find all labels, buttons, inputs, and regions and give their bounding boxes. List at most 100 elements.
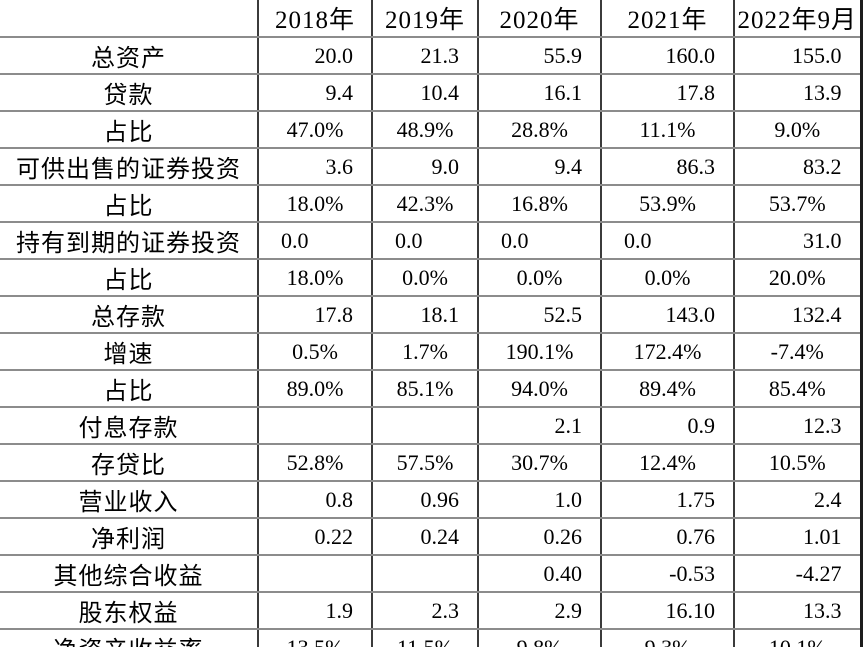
cell: 83.2	[733, 148, 863, 186]
cell: 1.0	[477, 481, 601, 519]
cell: 13.5%	[257, 629, 372, 647]
table-body: 总资产 20.0 21.3 55.9 160.0 155.0 贷款 9.4 10.4 16.1 17…	[0, 37, 863, 647]
cell: 2.9	[477, 592, 601, 630]
cell: 0.26	[477, 518, 601, 556]
cell: -7.4%	[733, 333, 863, 371]
cell: 172.4%	[600, 333, 734, 371]
cell: 9.8%	[477, 629, 601, 647]
cell: 0.22	[257, 518, 372, 556]
cell: 18.1	[371, 296, 478, 334]
cell: 0.0	[371, 222, 478, 260]
cell: 10.4	[371, 74, 478, 112]
row-label: 可供出售的证券投资	[0, 148, 258, 186]
cell: 11.5%	[371, 629, 478, 647]
cell: 0.0%	[477, 259, 601, 297]
cell: 190.1%	[477, 333, 601, 371]
cell: 12.3	[733, 407, 863, 445]
year-header-2019: 2019年	[371, 0, 478, 38]
table-row: 营业收入 0.8 0.96 1.0 1.75 2.4	[0, 481, 863, 519]
cell: 28.8%	[477, 111, 601, 149]
cell: 20.0%	[733, 259, 863, 297]
row-label: 增速	[0, 333, 258, 371]
cell: 0.0	[257, 222, 372, 260]
row-label: 付息存款	[0, 407, 258, 445]
row-label: 持有到期的证券投资	[0, 222, 258, 260]
cell: 16.8%	[477, 185, 601, 223]
cell: 89.0%	[257, 370, 372, 408]
cell: 52.8%	[257, 444, 372, 482]
table-row: 净资产收益率13.5%11.5%9.8%9.3%10.1%	[0, 629, 863, 647]
cell: 0.24	[371, 518, 478, 556]
cell: 48.9%	[371, 111, 478, 149]
year-header-2022-sep: 2022年9月	[733, 0, 863, 38]
cell: 0.8	[257, 481, 372, 519]
cell: 0.9	[600, 407, 734, 445]
cell	[371, 407, 478, 445]
table-row: 可供出售的证券投资 3.6 9.0 9.4 86.3 83.2	[0, 148, 863, 186]
cell: 85.1%	[371, 370, 478, 408]
cell: 52.5	[477, 296, 601, 334]
cell: 1.01	[733, 518, 863, 556]
year-header-2018: 2018年	[257, 0, 372, 38]
cell: -4.27	[733, 555, 863, 593]
cell	[371, 555, 478, 593]
cell: 94.0%	[477, 370, 601, 408]
table-row: 总存款 17.8 18.1 52.5 143.0 132.4	[0, 296, 863, 334]
header-row: 2018年 2019年 2020年 2021年 2022年9月	[0, 0, 863, 38]
table-row: 占比 47.0% 48.9% 28.8% 11.1% 9.0%	[0, 111, 863, 149]
cell: 53.9%	[600, 185, 734, 223]
cell: 0.0%	[600, 259, 734, 297]
cell: 11.1%	[600, 111, 734, 149]
table-row: 股东权益 1.9 2.3 2.9 16.10 13.3	[0, 592, 863, 630]
cell: 9.3%	[600, 629, 734, 647]
cell: 1.75	[600, 481, 734, 519]
row-label-header	[0, 0, 258, 38]
row-label: 净利润	[0, 518, 258, 556]
cell: 3.6	[257, 148, 372, 186]
table-row: 贷款 9.4 10.4 16.1 17.8 13.9	[0, 74, 863, 112]
cell: 9.4	[477, 148, 601, 186]
cell: 18.0%	[257, 185, 372, 223]
table-row: 增速 0.5% 1.7% 190.1% 172.4% -7.4%	[0, 333, 863, 371]
cell	[257, 555, 372, 593]
table-row: 净利润 0.22 0.24 0.26 0.76 1.01	[0, 518, 863, 556]
cell: 42.3%	[371, 185, 478, 223]
table-row: 其他综合收益 0.40 -0.53 -4.27	[0, 555, 863, 593]
cell: 86.3	[600, 148, 734, 186]
year-header-2021: 2021年	[600, 0, 734, 38]
cell: 13.3	[733, 592, 863, 630]
cell: 17.8	[257, 296, 372, 334]
year-header-2020: 2020年	[477, 0, 601, 38]
cell: -0.53	[600, 555, 734, 593]
cell: 30.7%	[477, 444, 601, 482]
cell: 2.1	[477, 407, 601, 445]
cell: 0.0	[600, 222, 734, 260]
cell: 9.0%	[733, 111, 863, 149]
cell: 9.0	[371, 148, 478, 186]
cell: 16.1	[477, 74, 601, 112]
cell	[257, 407, 372, 445]
cell: 2.4	[733, 481, 863, 519]
row-label: 存贷比	[0, 444, 258, 482]
row-label: 占比	[0, 185, 258, 223]
cell: 53.7%	[733, 185, 863, 223]
row-label: 股东权益	[0, 592, 258, 630]
table-row: 存贷比 52.8% 57.5% 30.7% 12.4% 10.5%	[0, 444, 863, 482]
table-row: 付息存款 2.1 0.9 12.3	[0, 407, 863, 445]
row-label: 总资产	[0, 37, 258, 75]
cell: 12.4%	[600, 444, 734, 482]
cell: 0.40	[477, 555, 601, 593]
cell: 0.96	[371, 481, 478, 519]
cell: 85.4%	[733, 370, 863, 408]
row-label: 营业收入	[0, 481, 258, 519]
cell: 9.4	[257, 74, 372, 112]
cell: 160.0	[600, 37, 734, 75]
table-row: 占比 18.0% 42.3% 16.8% 53.9% 53.7%	[0, 185, 863, 223]
cell: 57.5%	[371, 444, 478, 482]
row-label: 占比	[0, 111, 258, 149]
cell: 13.9	[733, 74, 863, 112]
cell: 0.76	[600, 518, 734, 556]
table-row: 总资产 20.0 21.3 55.9 160.0 155.0	[0, 37, 863, 75]
cell: 1.9	[257, 592, 372, 630]
